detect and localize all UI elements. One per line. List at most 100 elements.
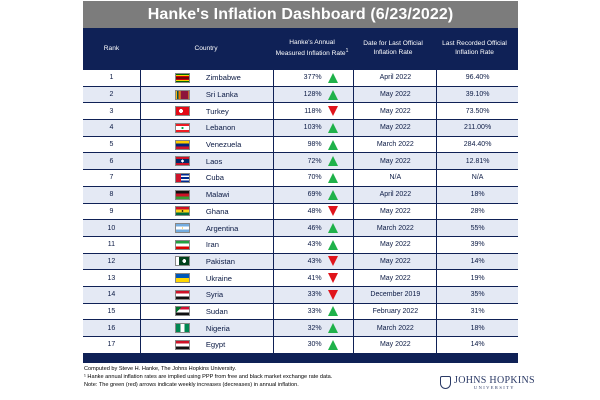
arrow-up-icon [327, 339, 338, 350]
date-cell: March 2022 [354, 320, 437, 336]
dashboard-title: Hanke's Inflation Dashboard (6/23/2022) [83, 1, 518, 28]
date-cell: May 2022 [354, 203, 437, 220]
rate-cell: 33% [273, 303, 354, 320]
jhu-logo-line1: JOHNS HOPKINS [454, 375, 535, 386]
table-row: 9 Ghana 48% May 2022 28% [83, 203, 518, 220]
rank-cell: 3 [83, 103, 140, 120]
arrow-up-icon [327, 89, 338, 100]
arrow-down-icon [327, 106, 338, 117]
rank-cell: 13 [83, 270, 140, 286]
venezuela-flag-icon [174, 139, 190, 150]
footnote-arrows: Note: The green (red) arrows indicate we… [84, 381, 299, 388]
arrow-up-icon [327, 172, 338, 183]
rate-cell: 377% [273, 70, 354, 86]
last-rate-cell: 73.50% [437, 103, 518, 120]
header-rate-footnote: 1 [345, 47, 349, 54]
table-row: 7 Cuba 70% N/A N/A [83, 170, 518, 186]
date-cell: December 2019 [354, 286, 437, 303]
country-cell: Malawi [140, 186, 273, 203]
rate-cell: 72% [273, 153, 354, 170]
table-row: 13 Ukraine 41% May 2022 19% [83, 270, 518, 286]
country-name: Nigeria [205, 323, 230, 333]
last-rate-cell: 18% [437, 186, 518, 203]
country-name: Syria [205, 290, 224, 300]
rate-value: 48% [307, 207, 322, 215]
rate-value: 128% [303, 91, 322, 99]
rate-cell: 46% [273, 220, 354, 236]
rank-cell: 7 [83, 170, 140, 186]
arrow-up-icon [327, 72, 338, 83]
last-rate-cell: 39% [437, 236, 518, 253]
date-cell: February 2022 [354, 303, 437, 320]
ghana-flag-icon [174, 206, 190, 217]
country-cell: Syria [140, 286, 273, 303]
country-name: Turkey [205, 106, 229, 116]
rank-cell: 16 [83, 320, 140, 336]
lebanon-flag-icon [174, 122, 190, 133]
rate-value: 33% [307, 291, 322, 299]
table-body: 1 Zimbabwe 377% April 2022 96.40% 2 Sri Lanka 1… [83, 70, 518, 353]
date-cell: March 2022 [354, 136, 437, 153]
table-row: 6 Laos 72% May 2022 12.81% [83, 153, 518, 170]
date-cell: May 2022 [354, 153, 437, 170]
arrow-up-icon [327, 323, 338, 334]
arrow-up-icon [327, 156, 338, 167]
arrow-up-icon [327, 239, 338, 250]
last-rate-cell: 39.10% [437, 86, 518, 103]
table-row: 5 Venezuela 98% March 2022 284.40% [83, 136, 518, 153]
footnote-method: ¹ Hanke annual inflation rates are impli… [84, 373, 333, 380]
rate-value: 118% [304, 107, 322, 115]
country-cell: Laos [140, 153, 273, 170]
last-rate-cell: 284.40% [437, 136, 518, 153]
rate-cell: 30% [273, 337, 354, 353]
argentina-flag-icon [174, 223, 190, 234]
ukraine-flag-icon [174, 273, 190, 284]
rate-value: 72% [307, 157, 322, 165]
rate-cell: 98% [273, 136, 354, 153]
rate-cell: 128% [273, 86, 354, 103]
country-cell: Sri Lanka [140, 86, 273, 103]
country-name: Argentina [205, 223, 239, 233]
table-row: 15 Sudan 33% February 2022 31% [83, 303, 518, 320]
rate-value: 377% [303, 74, 322, 82]
rank-cell: 15 [83, 303, 140, 320]
rate-value: 69% [307, 191, 322, 199]
last-rate-cell: 14% [437, 337, 518, 353]
sri-lanka-flag-icon [174, 89, 190, 100]
turkey-flag-icon [174, 106, 190, 117]
rate-value: 33% [307, 307, 322, 315]
country-cell: Lebanon [140, 120, 273, 136]
date-cell: May 2022 [354, 236, 437, 253]
rate-cell: 33% [273, 286, 354, 303]
date-cell: May 2022 [354, 337, 437, 353]
rank-cell: 14 [83, 286, 140, 303]
footnote-source: Computed by Steve H. Hanke, The Johns Ho… [84, 366, 237, 372]
last-rate-cell: 12.81% [437, 153, 518, 170]
date-cell: May 2022 [354, 86, 437, 103]
country-name: Zimbabwe [205, 73, 241, 83]
header-date: Date for Last Official Inflation Rate [363, 40, 423, 56]
header-rate-label: Hanke's Annual Measured Inflation Rate [275, 39, 346, 58]
country-name: Iran [205, 240, 219, 250]
last-rate-cell: N/A [437, 170, 518, 186]
country-name: Malawi [205, 190, 230, 200]
rate-value: 98% [307, 141, 322, 149]
date-cell: March 2022 [354, 220, 437, 236]
arrow-up-icon [327, 306, 338, 317]
last-rate-cell: 31% [437, 303, 518, 320]
egypt-flag-icon [174, 339, 190, 350]
country-name: Venezuela [205, 140, 242, 150]
header-rate: Hanke's Annual Measured Inflation Rate1 [272, 28, 352, 70]
cuba-flag-icon [174, 172, 190, 183]
date-cell: May 2022 [354, 270, 437, 286]
country-cell: Sudan [140, 303, 273, 320]
syria-flag-icon [174, 289, 190, 300]
rate-cell: 32% [273, 320, 354, 336]
arrow-down-icon [327, 256, 338, 267]
rate-cell: 103% [273, 120, 354, 136]
table-row: 16 Nigeria 32% March 2022 18% [83, 320, 518, 336]
date-cell: April 2022 [354, 70, 437, 86]
rate-cell: 48% [273, 203, 354, 220]
jhu-logo: JOHNS HOPKINS UNIVERSITY [440, 375, 535, 390]
pakistan-flag-icon [174, 256, 190, 267]
